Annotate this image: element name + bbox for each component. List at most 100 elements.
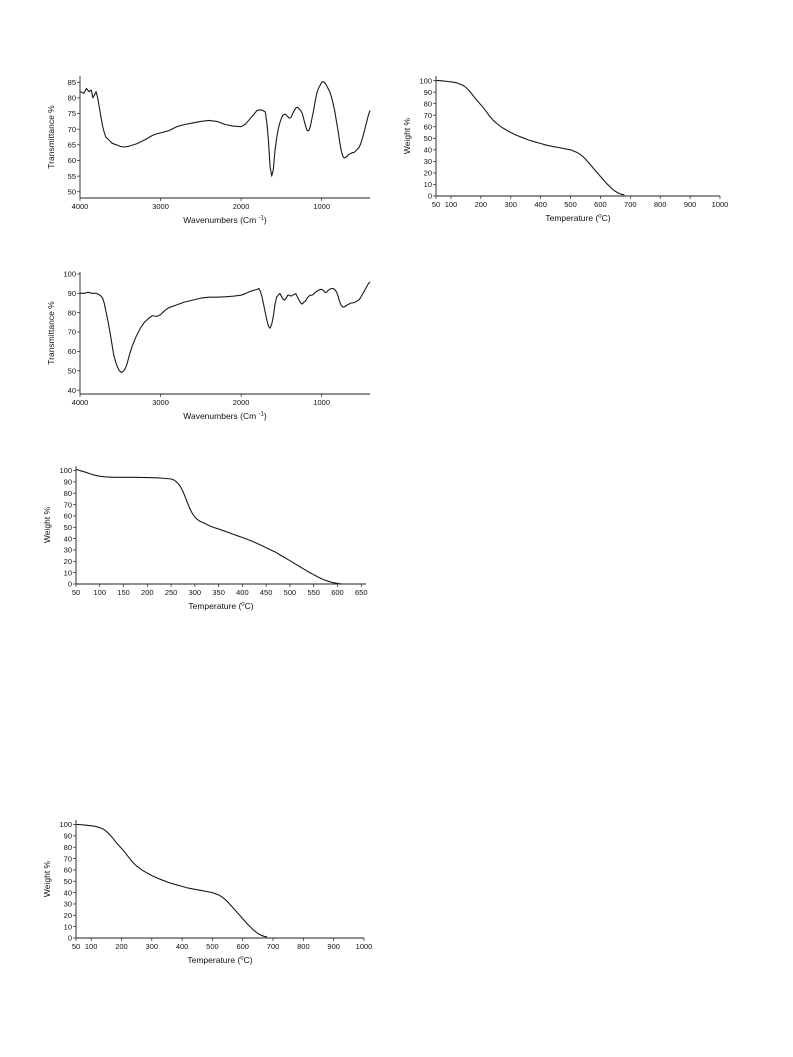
x-tick-label: 4000 (72, 202, 89, 211)
chart-ftir-2: 40 50 60 70 80 90 100 4000 3000 2000 1000 Wavenumbe… (46, 270, 371, 421)
x-tick-label: 2000 (233, 202, 250, 211)
y-tick-label: 20 (64, 911, 72, 920)
y-tick-label: 50 (64, 523, 72, 532)
x-tick-label: 400 (534, 200, 547, 209)
x-tick-label: 900 (327, 942, 340, 951)
y-tick-label: 70 (68, 328, 76, 337)
y-tick-label: 60 (68, 347, 76, 356)
y-tick-label: 90 (64, 478, 72, 487)
x-tick-label: 500 (284, 588, 297, 597)
y-tick-label: 100 (59, 820, 72, 829)
y-tick-label: 75 (68, 109, 76, 118)
y-tick-label: 100 (63, 270, 76, 279)
y-axis-title: Transmittance % (46, 105, 56, 169)
x-tick-label: 300 (504, 200, 517, 209)
series-line (80, 281, 371, 373)
series-line (76, 823, 268, 938)
x-tick-label: 200 (475, 200, 488, 209)
x-tick-label: 500 (564, 200, 577, 209)
x-tick-label: 450 (260, 588, 273, 597)
y-tick-label: 50 (64, 877, 72, 886)
y-tick-label: 40 (64, 888, 72, 897)
x-tick-label: 800 (297, 942, 310, 951)
y-tick-label: 0 (428, 192, 432, 201)
chart-tga-3: 0 10 20 30 40 50 60 70 80 90 100 50 100 200 300 400 500 6… (42, 820, 373, 965)
x-tick-label: 700 (267, 942, 280, 951)
y-tick-label: 40 (424, 146, 432, 155)
y-tick-label: 100 (59, 466, 72, 475)
y-tick-label: 90 (424, 88, 432, 97)
x-tick-label: 1000 (313, 202, 330, 211)
x-tick-label: 400 (176, 942, 189, 951)
y-tick-label: 40 (64, 534, 72, 543)
x-tick-label: 100 (94, 588, 107, 597)
x-tick-label: 50 (72, 942, 80, 951)
y-tick-label: 85 (68, 78, 76, 87)
x-tick-label: 600 (331, 588, 344, 597)
y-axis-title: Weight % (42, 860, 52, 897)
x-tick-label: 2000 (233, 398, 250, 407)
y-tick-label: 60 (64, 866, 72, 875)
y-tick-label: 20 (64, 557, 72, 566)
x-axis-title: Temperature (oC) (188, 601, 253, 611)
x-tick-label: 550 (307, 588, 320, 597)
chart-ftir-1: 50 55 60 65 70 75 80 85 4000 3000 2000 1000 Wavenumb… (46, 76, 371, 225)
x-tick-label: 1000 (712, 200, 729, 209)
x-tick-label: 200 (141, 588, 154, 597)
x-tick-label: 600 (236, 942, 249, 951)
x-tick-label: 150 (117, 588, 130, 597)
y-tick-label: 80 (424, 99, 432, 108)
x-tick-label: 100 (85, 942, 98, 951)
y-tick-label: 50 (424, 134, 432, 143)
y-tick-label: 90 (64, 832, 72, 841)
x-tick-label: 350 (212, 588, 225, 597)
y-tick-label: 30 (424, 157, 432, 166)
y-tick-label: 0 (68, 934, 72, 943)
y-tick-label: 60 (68, 156, 76, 165)
series-line (79, 81, 371, 177)
chart-tga-2: 0 10 20 30 40 50 60 70 80 90 100 50 100 150 200 250 300 3… (42, 466, 368, 611)
x-tick-label: 700 (624, 200, 637, 209)
y-tick-label: 80 (64, 843, 72, 852)
chart-tga-1: 0 10 20 30 40 50 60 70 80 90 100 50 100 200 300 400 500 6… (402, 76, 729, 223)
y-tick-label: 20 (424, 169, 432, 178)
x-tick-label: 100 (445, 200, 458, 209)
y-tick-label: 80 (68, 308, 76, 317)
y-tick-label: 0 (68, 580, 72, 589)
series-line (75, 468, 343, 585)
x-axis-title: Temperature (oC) (545, 213, 610, 223)
y-tick-label: 60 (424, 122, 432, 131)
x-tick-label: 1000 (313, 398, 330, 407)
x-axis-title: Wavenumbers (Cm -1) (183, 215, 267, 225)
y-tick-label: 80 (68, 94, 76, 103)
x-tick-label: 650 (355, 588, 368, 597)
y-tick-label: 40 (68, 386, 76, 395)
y-axis-title: Weight % (402, 117, 412, 154)
y-tick-label: 70 (424, 111, 432, 120)
y-tick-label: 30 (64, 546, 72, 555)
y-tick-label: 90 (68, 289, 76, 298)
x-tick-label: 50 (432, 200, 440, 209)
y-tick-label: 55 (68, 172, 76, 181)
x-tick-label: 3000 (152, 202, 169, 211)
y-tick-label: 10 (64, 568, 72, 577)
x-tick-label: 400 (236, 588, 249, 597)
y-axis-title: Transmittance % (46, 301, 56, 365)
y-tick-label: 10 (424, 180, 432, 189)
x-tick-label: 1000 (356, 942, 373, 951)
x-tick-label: 4000 (72, 398, 89, 407)
y-tick-label: 80 (64, 489, 72, 498)
y-tick-label: 50 (68, 187, 76, 196)
x-tick-label: 200 (115, 942, 128, 951)
y-tick-label: 70 (64, 500, 72, 509)
x-tick-label: 500 (206, 942, 219, 951)
y-tick-label: 50 (68, 366, 76, 375)
y-axis-title: Weight % (42, 506, 52, 543)
y-tick-label: 30 (64, 900, 72, 909)
x-tick-label: 600 (594, 200, 607, 209)
x-axis-title: Temperature (oC) (187, 955, 252, 965)
x-tick-label: 3000 (152, 398, 169, 407)
x-tick-label: 900 (684, 200, 697, 209)
series-line (436, 80, 625, 196)
y-tick-label: 70 (68, 125, 76, 134)
